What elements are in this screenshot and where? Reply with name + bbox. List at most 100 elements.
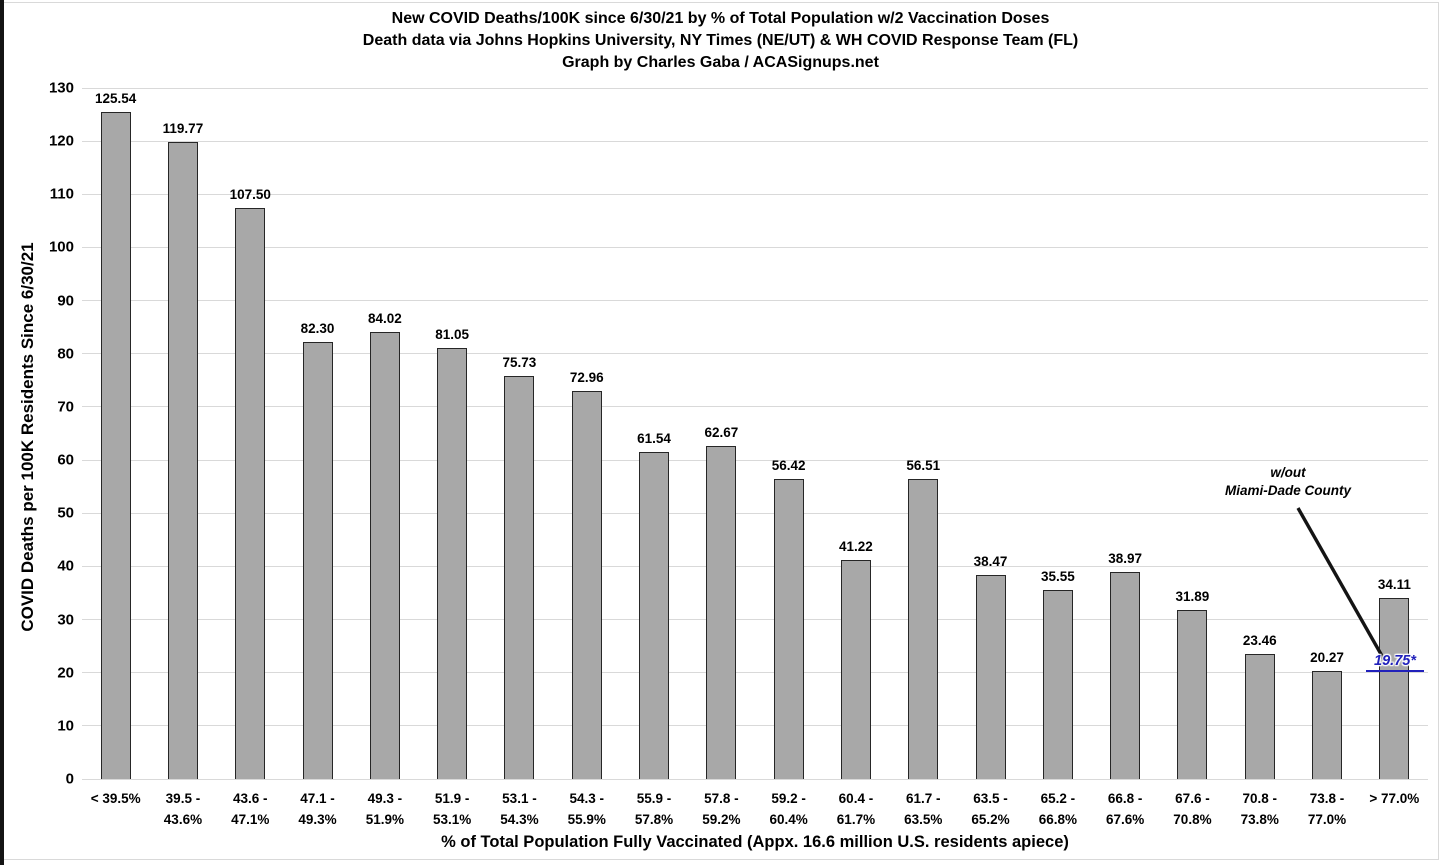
x-category-label: 59.2 - 60.4% (769, 791, 808, 827)
bar-value-label: 56.51 (906, 457, 941, 473)
annotation-value-label: 19.75* (1366, 653, 1424, 672)
bar-value-label: 34.11 (1377, 576, 1411, 592)
bar-value-label: 84.02 (367, 311, 402, 327)
bar-value-label: 107.50 (229, 186, 271, 202)
bar-3 (235, 207, 266, 779)
x-category-label: 63.5 - 65.2% (971, 791, 1010, 827)
x-category-label: 66.8 - 67.6% (1106, 791, 1145, 827)
x-category-label: 65.2 - 66.8% (1038, 791, 1077, 827)
gridline (82, 672, 1428, 674)
y-tick-label: 90 (57, 292, 74, 310)
gridline (82, 512, 1428, 514)
bar-9 (639, 451, 670, 779)
bar-value-label: 62.67 (704, 424, 739, 440)
x-category-label: 67.6 - 70.8% (1173, 791, 1212, 827)
x-category-label: 43.6 - 47.1% (231, 791, 270, 827)
y-tick-label: 100 (48, 238, 74, 256)
bar-value-label: 20.27 (1310, 650, 1344, 666)
y-tick-label: 120 (48, 132, 74, 150)
x-category-label: 54.3 - 55.9% (567, 791, 606, 827)
chart-credit: Graph by Charles Gaba / ACASignups.net (562, 54, 879, 71)
y-tick-label: 70 (57, 398, 74, 416)
bar-13 (908, 478, 939, 779)
x-category-label: 73.8 - 77.0% (1307, 791, 1347, 827)
bar-value-label: 72.96 (569, 370, 604, 386)
y-tick-label: 60 (57, 451, 74, 469)
bar-value-label: 75.73 (502, 355, 537, 371)
bar-18 (1244, 654, 1275, 779)
x-category-label: 70.8 - 73.8% (1240, 791, 1279, 827)
bar-value-label: 41.22 (839, 538, 873, 554)
x-category-label: 47.1 - 49.3% (298, 791, 337, 827)
chart-title-block: New COVID Deaths/100K since 6/30/21 by %… (0, 8, 1441, 74)
gridline (82, 193, 1428, 195)
y-tick-label: 80 (57, 345, 74, 363)
y-tick-label: 30 (57, 611, 74, 629)
y-axis-title: COVID Deaths per 100K Residents Since 6/… (18, 242, 37, 632)
annotation-callout-text: w/out Miami-Dade County (1188, 464, 1388, 500)
bar-2 (167, 142, 198, 779)
bar-12 (840, 559, 871, 779)
x-category-label: < 39.5% (90, 791, 141, 806)
bar-value-label: 38.97 (1108, 550, 1143, 566)
y-tick-label: 50 (57, 504, 74, 522)
bar-value-label: 125.54 (95, 90, 137, 106)
chart-subtitle: Death data via Johns Hopkins University,… (362, 32, 1079, 49)
bar-value-label: 81.05 (435, 327, 470, 343)
x-category-label: 49.3 - 51.9% (365, 791, 404, 827)
gridline (82, 300, 1428, 302)
gridline (82, 406, 1428, 408)
annotation-line-2: Miami-Dade County (1224, 483, 1351, 498)
gridline (82, 353, 1428, 355)
bar-value-label: 61.54 (637, 430, 671, 446)
plot-area: 0 10 20 30 40 50 60 70 80 90 100 110 120 130 125.54 < 3… (49, 81, 1428, 827)
bar-15 (1042, 590, 1073, 779)
bar-8 (571, 391, 602, 779)
bar-10 (706, 445, 737, 779)
bar-value-label: 35.55 (1040, 569, 1075, 585)
x-category-label: 51.9 - 53.1% (433, 791, 472, 827)
bar-5 (369, 332, 400, 779)
gridline (82, 87, 1428, 89)
annotation-pointer-line (1296, 507, 1388, 664)
gridline (82, 459, 1428, 461)
y-tick-label: 40 (57, 557, 74, 575)
bar-19 (1312, 671, 1343, 779)
y-tick-label: 0 (65, 770, 74, 788)
bar-value-label: 23.46 (1242, 633, 1277, 649)
annotation-line-1: w/out (1270, 465, 1306, 480)
bar-14 (975, 574, 1006, 779)
bar-17 (1177, 609, 1208, 779)
x-category-label: 60.4 - 61.7% (836, 791, 876, 827)
bar-16 (1110, 571, 1141, 779)
bar-value-label: 31.89 (1175, 588, 1210, 604)
bar-11 (773, 479, 804, 779)
gridline (82, 246, 1428, 248)
bar-20 (1379, 597, 1410, 779)
bar-6 (437, 348, 468, 779)
y-tick-label: 10 (57, 717, 74, 735)
gridline (82, 619, 1428, 621)
x-category-label: > 77.0% (1369, 791, 1420, 806)
x-category-label: 57.8 - 59.2% (702, 791, 741, 827)
gridline (82, 140, 1428, 142)
left-edge-strip (0, 0, 4, 865)
gridline (82, 725, 1428, 727)
x-category-label: 53.1 - 54.3% (500, 791, 539, 827)
x-category-label: 39.5 - 43.6% (163, 791, 203, 827)
gridline (82, 565, 1428, 567)
bar-value-label: 119.77 (162, 121, 204, 137)
bar-value-label: 56.42 (771, 458, 806, 474)
bar-4 (302, 341, 333, 779)
bar-value-label: 38.47 (973, 553, 1008, 569)
chart-title: New COVID Deaths/100K since 6/30/21 by %… (391, 10, 1050, 27)
y-tick-label: 130 (48, 79, 74, 97)
gridline (82, 778, 1428, 780)
y-tick-label: 20 (57, 664, 74, 682)
bar-value-label: 82.30 (300, 320, 335, 336)
x-category-label: 61.7 - 63.5% (904, 791, 943, 827)
x-category-label: 55.9 - 57.8% (634, 791, 674, 827)
bar-1 (100, 111, 131, 779)
bar-7 (504, 376, 535, 779)
